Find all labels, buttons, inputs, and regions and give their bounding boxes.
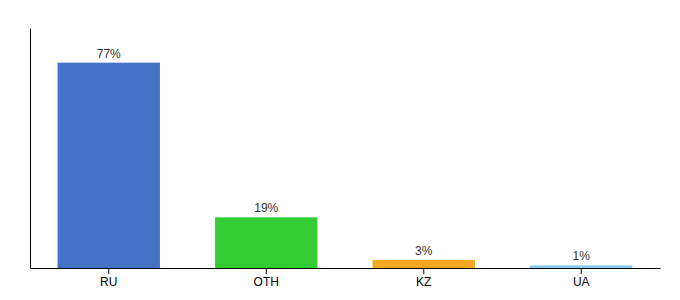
chart-container: RU OTH KZ UA 77% 19% 3% 1% bbox=[0, 0, 680, 300]
x-tick: UA bbox=[573, 268, 590, 289]
x-tick-mark bbox=[423, 268, 424, 274]
x-axis: RU OTH KZ UA bbox=[31, 268, 661, 289]
x-tick-label: RU bbox=[100, 275, 117, 289]
bars bbox=[58, 63, 633, 268]
x-tick: KZ bbox=[416, 268, 431, 289]
x-tick-mark bbox=[581, 268, 582, 274]
data-label: 1% bbox=[573, 249, 591, 263]
x-tick-mark bbox=[108, 268, 109, 274]
bar bbox=[215, 217, 317, 268]
x-tick: OTH bbox=[254, 268, 279, 289]
x-tick: RU bbox=[100, 268, 117, 289]
data-label: 3% bbox=[415, 244, 433, 258]
chart: RU OTH KZ UA 77% 19% 3% 1% bbox=[0, 0, 680, 300]
x-tick-label: UA bbox=[573, 275, 590, 289]
data-labels: 77% 19% 3% 1% bbox=[97, 47, 591, 264]
bar bbox=[530, 265, 632, 268]
bar bbox=[58, 63, 160, 268]
y-axis bbox=[30, 29, 31, 269]
x-axis-line bbox=[31, 268, 661, 269]
x-tick-mark bbox=[266, 268, 267, 274]
bar bbox=[373, 260, 475, 268]
x-tick-label: KZ bbox=[416, 275, 431, 289]
y-axis-line bbox=[30, 29, 31, 269]
data-label: 77% bbox=[97, 47, 121, 61]
x-tick-label: OTH bbox=[254, 275, 279, 289]
data-label: 19% bbox=[254, 201, 278, 215]
plot: RU OTH KZ UA 77% 19% 3% 1% bbox=[31, 29, 661, 289]
